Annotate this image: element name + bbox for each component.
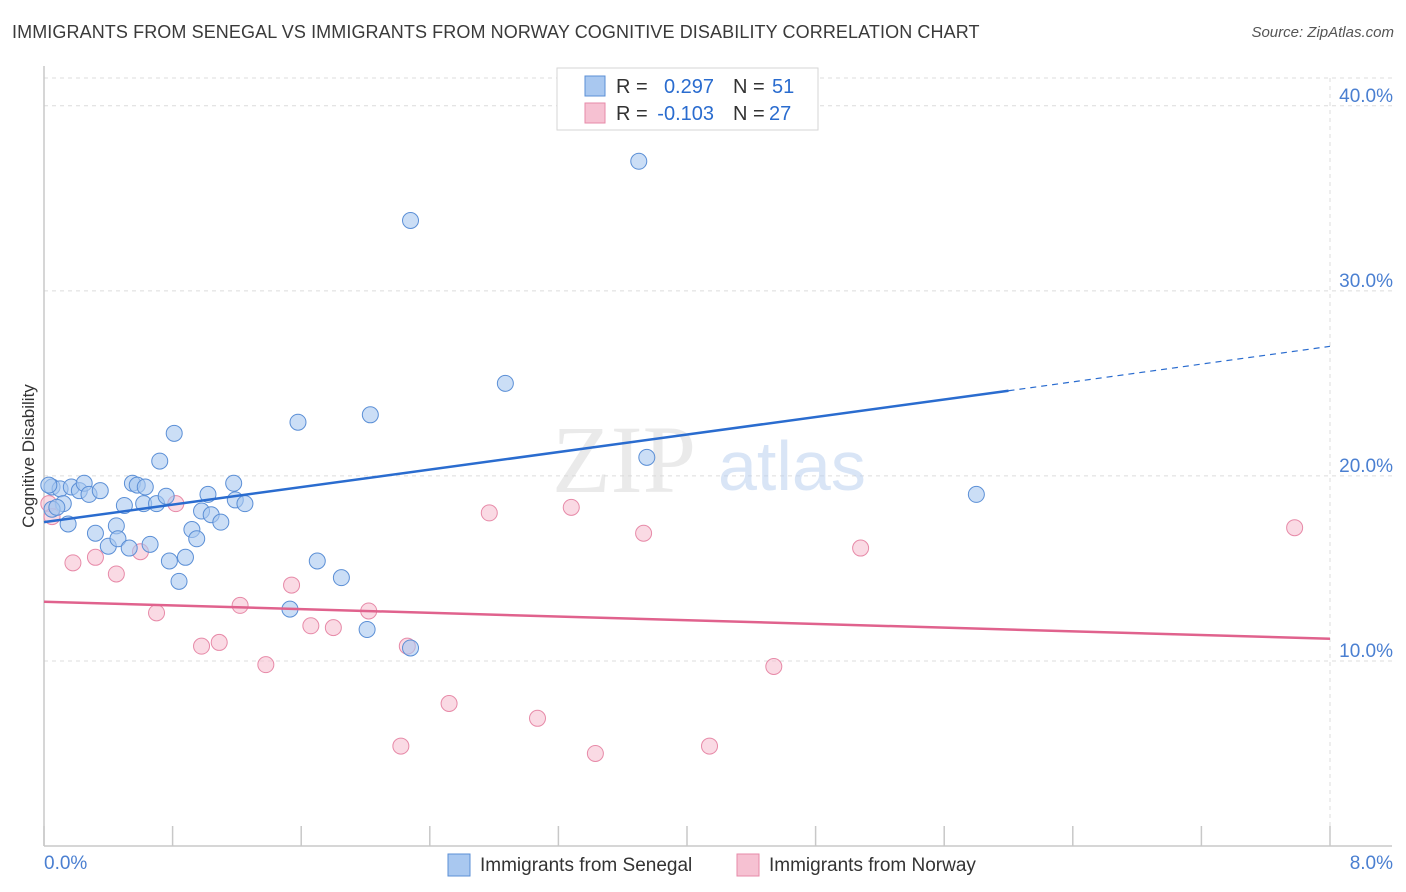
- source-credit: Source: ZipAtlas.com: [1251, 24, 1394, 41]
- point-norway: [1286, 519, 1304, 537]
- grid-layer: [44, 77, 1392, 846]
- point-senegal: [160, 552, 178, 570]
- point-senegal: [308, 552, 326, 570]
- point-senegal: [170, 572, 188, 590]
- y-tick-label: 10.0%: [1339, 641, 1393, 662]
- point-norway: [392, 737, 410, 755]
- point-senegal: [225, 474, 243, 492]
- trendline-senegal: [43, 389, 1009, 524]
- point-senegal: [151, 452, 169, 470]
- y-tick-label: 20.0%: [1339, 456, 1393, 477]
- point-norway: [480, 504, 498, 522]
- axis-layer: 10.0% 20.0% 30.0% 40.0%: [43, 66, 1393, 847]
- bottom-legend-swatch-senegal: [447, 853, 471, 877]
- point-norway: [193, 637, 211, 655]
- point-senegal: [188, 530, 206, 548]
- point-senegal: [86, 524, 104, 542]
- point-norway: [529, 709, 547, 727]
- trendline-senegal-extension: [1008, 345, 1331, 392]
- x-tick-label-max: 8.0%: [1350, 853, 1393, 874]
- point-senegal: [136, 478, 154, 496]
- point-senegal: [496, 374, 514, 392]
- x-tick-labels: 0.0% 8.0%: [44, 853, 1393, 874]
- trendline-norway: [43, 600, 1331, 640]
- legend-r-value-senegal: 0.297: [664, 76, 714, 98]
- point-senegal: [157, 487, 175, 505]
- point-senegal: [91, 482, 109, 500]
- point-norway: [324, 619, 342, 637]
- legend-n-label-norway: N =: [733, 103, 765, 125]
- bottom-legend: Immigrants from Senegal Immigrants from …: [447, 853, 976, 877]
- legend-r-label-norway: R =: [616, 103, 648, 125]
- point-senegal: [402, 639, 420, 657]
- point-senegal: [165, 424, 183, 442]
- y-tick-label: 40.0%: [1339, 86, 1393, 107]
- y-tick-label: 30.0%: [1339, 271, 1393, 292]
- point-norway: [210, 633, 228, 651]
- point-norway: [64, 554, 82, 572]
- point-senegal: [630, 152, 648, 170]
- point-senegal: [967, 485, 985, 503]
- points-layer: [40, 152, 1304, 762]
- trend-layer: [43, 345, 1331, 640]
- point-senegal: [40, 476, 58, 494]
- watermark-zip: ZIP: [552, 406, 696, 513]
- x-tick-label-min: 0.0%: [44, 853, 87, 874]
- point-norway: [701, 737, 719, 755]
- legend-r-value-norway: -0.103: [657, 103, 714, 125]
- point-senegal: [638, 448, 656, 466]
- point-senegal: [212, 513, 230, 531]
- point-norway: [586, 744, 604, 762]
- point-norway: [635, 524, 653, 542]
- point-norway: [562, 498, 580, 516]
- point-senegal: [361, 406, 379, 424]
- chart-title: IMMIGRANTS FROM SENEGAL VS IMMIGRANTS FR…: [12, 22, 980, 42]
- legend-swatch-senegal: [584, 75, 606, 97]
- point-senegal: [289, 413, 307, 431]
- bottom-legend-label-norway: Immigrants from Norway: [769, 855, 976, 876]
- point-norway: [283, 576, 301, 594]
- point-norway: [107, 565, 125, 583]
- legend-n-label-senegal: N =: [733, 76, 765, 98]
- point-norway: [257, 656, 275, 674]
- point-senegal: [141, 535, 159, 553]
- legend-n-value-norway: 27: [769, 103, 791, 125]
- legend-box: R = 0.297 N = 51 R = -0.103 N = 27: [556, 67, 819, 131]
- point-senegal: [109, 530, 127, 548]
- point-senegal: [120, 539, 138, 557]
- point-norway: [765, 657, 783, 675]
- point-senegal: [48, 498, 66, 516]
- point-senegal: [358, 620, 376, 638]
- point-senegal: [176, 548, 194, 566]
- y-axis-title: Cognitive Disability: [19, 384, 38, 528]
- point-senegal: [332, 569, 350, 587]
- point-senegal: [236, 495, 254, 513]
- point-norway: [302, 617, 320, 635]
- watermark: ZIP atlas: [552, 406, 866, 513]
- point-senegal: [402, 211, 420, 229]
- bottom-legend-swatch-norway: [736, 853, 760, 877]
- point-norway: [148, 604, 166, 622]
- legend-n-value-senegal: 51: [772, 76, 794, 98]
- watermark-atlas: atlas: [718, 427, 866, 505]
- point-norway: [440, 695, 458, 713]
- point-norway: [86, 548, 104, 566]
- legend-swatch-norway: [584, 102, 606, 124]
- bottom-legend-label-senegal: Immigrants from Senegal: [480, 855, 692, 876]
- point-norway: [231, 596, 249, 614]
- point-norway: [852, 539, 870, 557]
- legend-r-label-senegal: R =: [616, 76, 648, 98]
